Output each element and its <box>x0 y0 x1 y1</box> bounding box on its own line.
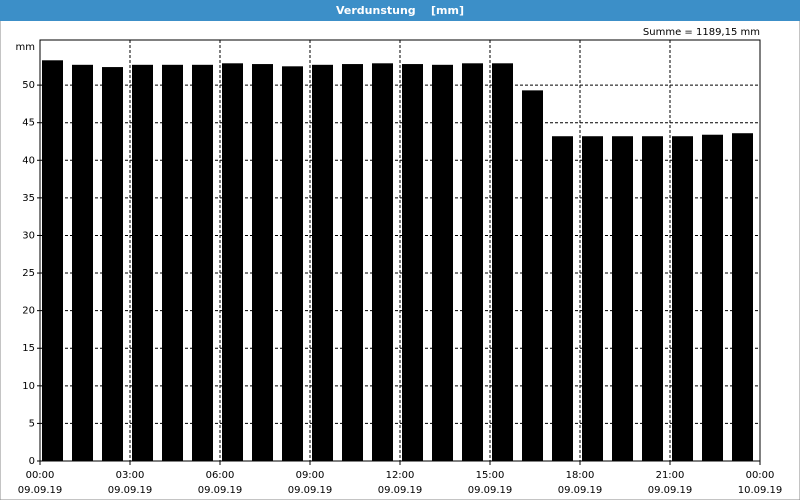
y-tick-label: 10 <box>22 381 35 392</box>
bar <box>162 64 183 461</box>
x-tick-date: 09.09.19 <box>198 485 243 496</box>
x-tick-time: 09:00 <box>296 470 325 481</box>
x-tick-date: 09.09.19 <box>108 485 153 496</box>
x-tick-date: 09.09.19 <box>378 485 423 496</box>
bar <box>582 136 603 461</box>
x-tick-date: 10.09.19 <box>738 485 783 496</box>
bar <box>252 64 273 462</box>
x-tick-time: 18:00 <box>566 470 595 481</box>
y-tick-label: 35 <box>22 193 35 204</box>
x-tick-time: 03:00 <box>116 470 145 481</box>
bar <box>132 64 153 461</box>
bar <box>552 136 573 461</box>
x-tick-time: 00:00 <box>746 470 775 481</box>
bar <box>492 63 513 461</box>
bar <box>672 136 693 461</box>
bar <box>522 90 543 462</box>
bar <box>402 64 423 462</box>
bar <box>342 64 363 462</box>
x-tick-time: 00:00 <box>26 470 55 481</box>
title-bar <box>0 0 800 21</box>
y-tick-label: 15 <box>22 343 35 354</box>
bar <box>102 67 123 462</box>
y-tick-label: 25 <box>22 268 35 279</box>
x-tick-time: 06:00 <box>206 470 235 481</box>
x-tick-date: 09.09.19 <box>648 485 693 496</box>
x-tick-time: 15:00 <box>476 470 505 481</box>
y-tick-label: 20 <box>22 306 35 317</box>
y-tick-label: 5 <box>29 418 35 429</box>
x-tick-date: 09.09.19 <box>468 485 513 496</box>
chart-title: Verdunstung [mm] <box>336 4 464 17</box>
bar <box>642 136 663 461</box>
bar <box>372 63 393 461</box>
bar <box>612 136 633 461</box>
x-tick-time: 21:00 <box>656 470 685 481</box>
bar <box>732 133 753 461</box>
x-tick-date: 09.09.19 <box>558 485 603 496</box>
bar <box>192 64 213 461</box>
bar <box>42 60 63 461</box>
y-tick-label: 30 <box>22 230 35 241</box>
bar <box>312 64 333 461</box>
bar <box>702 134 723 461</box>
x-tick-date: 09.09.19 <box>18 485 63 496</box>
y-tick-label: 0 <box>29 456 35 467</box>
x-tick-time: 12:00 <box>386 470 415 481</box>
annotation: Summe = 1189,15 mm <box>643 27 760 38</box>
bar <box>72 64 93 461</box>
bar <box>222 63 243 461</box>
bar <box>462 63 483 461</box>
y-tick-label: 40 <box>22 155 35 166</box>
bar <box>282 66 303 461</box>
bar <box>432 64 453 461</box>
y-unit: mm <box>16 42 35 53</box>
y-tick-label: 45 <box>22 118 35 129</box>
x-tick-date: 09.09.19 <box>288 485 333 496</box>
y-tick-label: 50 <box>22 80 35 91</box>
